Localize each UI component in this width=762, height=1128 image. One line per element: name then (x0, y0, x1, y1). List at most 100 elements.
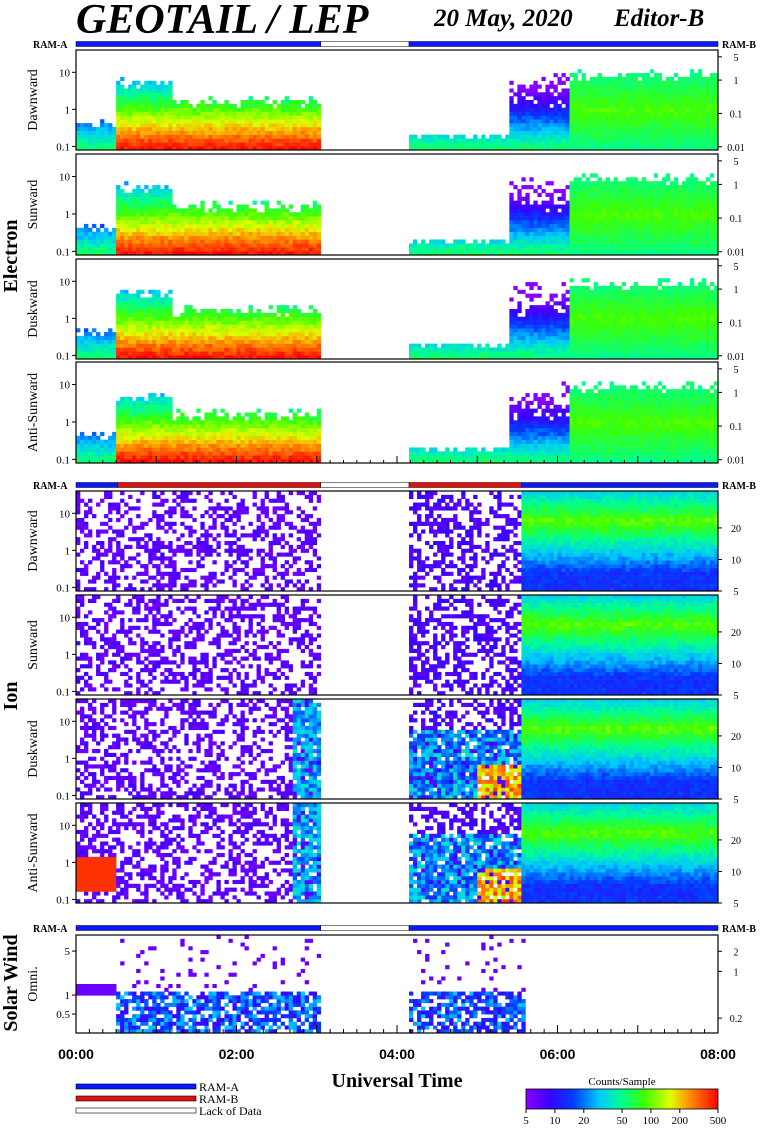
ram-bar-electron-0 (75, 41, 322, 47)
panel-ion-duskward: 10 1 0.1 20 10 5 Duskward (26, 698, 741, 806)
colorbar (525, 1088, 719, 1110)
colorbar-tick-label: 10 (549, 1115, 561, 1127)
x-axis: 00:00 02:00 04:00 06:00 08:00 (58, 456, 736, 1062)
x-tick-label: 06:00 (540, 1046, 576, 1062)
spectrogram-cells (76, 803, 719, 904)
ram-bar-ion-4 (521, 482, 719, 488)
ram-legend: RAM-A RAM-B Lack of Data (75, 1080, 262, 1118)
panel-ion-anti-sunward: 10 1 0.1 20 10 5 Anti-Sunward (26, 802, 741, 910)
panel-frame (75, 258, 719, 360)
spectrogram-cells (76, 699, 719, 800)
right-tick-label: 0.01 (727, 143, 745, 154)
right-tick-label: 0.2 (730, 1014, 743, 1025)
panel-label: Anti-Sunward (26, 373, 41, 452)
legend-label-lack-of-data: Lack of Data (199, 1104, 262, 1118)
legend-label-ram-b: RAM-B (199, 1092, 238, 1106)
ram-bar-electron-1 (320, 41, 410, 47)
x-tick-label: 00:00 (58, 1046, 94, 1062)
x-tick-label: 04:00 (379, 1046, 415, 1062)
right-tick-label: 1 (734, 967, 739, 978)
left-tick-label: 10 (59, 612, 71, 624)
spectrogram-cells (76, 935, 526, 1034)
left-tick-label: 1 (65, 857, 71, 869)
left-tick-label: 1 (65, 545, 71, 557)
right-tick-label: 0.1 (730, 422, 743, 433)
left-tick-label: 0.1 (56, 582, 70, 594)
right-tick-label: 20 (731, 628, 741, 639)
right-tick-label: 5 (734, 53, 739, 64)
panel-ion-sunward: 10 1 0.1 20 10 5 Sunward (26, 594, 741, 702)
left-tick-label: 0.1 (56, 894, 70, 906)
panel-ion-dawnward: 10 1 0.1 20 10 5 Dawnward (26, 490, 741, 598)
right-tick-label: 10 (731, 659, 741, 670)
spectrogram-cells (76, 491, 719, 592)
right-tick-label: 10 (731, 867, 741, 878)
panel-label: Sunward (26, 620, 41, 670)
panel-electron-sunward: 10 1 0.1 5 1 0.1 0.01 Sunward (26, 153, 745, 259)
spectrogram-panels: 10 1 0.1 5 1 0.1 0.01 Dawnward 10 1 0.1 5 1 0.1 0.01 Su… (26, 49, 745, 1034)
ram-bar-electron-2 (408, 41, 719, 47)
right-tick-label: 20 (731, 524, 741, 535)
panel-frame (75, 802, 719, 904)
right-tick-label: 5 (734, 262, 739, 273)
main-title: GEOTAIL / LEP (76, 0, 369, 43)
panel-frame (75, 153, 719, 256)
spectrogram-cells (76, 278, 719, 360)
left-tick-label: 5 (65, 946, 71, 958)
right-tick-label: 5 (734, 587, 739, 598)
legend-swatch-ram-a (75, 1083, 197, 1090)
ram-b-label-ion: RAM-B (722, 481, 756, 492)
left-tick-label: 0.1 (56, 141, 70, 153)
left-tick-label: 1 (65, 313, 71, 325)
right-tick-label: 0.1 (730, 214, 743, 225)
ram-b-label-solar-wind: RAM-B (722, 924, 756, 935)
panel-frame (75, 698, 719, 800)
left-tick-label: 1 (65, 753, 71, 765)
left-tick-label: 0.1 (56, 350, 70, 362)
left-tick-label: 1 (65, 417, 71, 429)
spectrogram-cells (76, 173, 719, 256)
editor-label: Editor-B (613, 5, 704, 32)
panel-electron-anti-sunward: 10 1 0.1 5 1 0.1 0.01 Anti-Sunward (26, 361, 745, 467)
right-tick-label: 20 (731, 732, 741, 743)
colorbar-tick-label: 5 (523, 1115, 529, 1127)
right-tick-label: 0.01 (727, 352, 745, 363)
colorbar-tick-label: 50 (617, 1115, 629, 1127)
colorbar-tick-label: 100 (643, 1115, 660, 1127)
panel-label: Duskward (26, 280, 41, 338)
spectrogram-cells (76, 381, 719, 464)
left-tick-label: 10 (59, 716, 71, 728)
colorbar-tick-label: 200 (672, 1115, 689, 1127)
right-tick-label: 5 (734, 691, 739, 702)
legend-swatch-lack-of-data (75, 1107, 197, 1114)
left-tick-label: 10 (59, 172, 71, 184)
left-tick-label: 10 (59, 276, 71, 288)
ram-bar-solar-wind-0 (75, 925, 322, 931)
right-tick-label: 1 (734, 180, 739, 191)
ram-bar-ion-1 (117, 482, 322, 488)
right-tick-label: 1 (734, 285, 739, 296)
left-tick-label: 10 (59, 508, 71, 520)
ram-a-label-ion: RAM-A (33, 481, 68, 492)
right-tick-label: 0.1 (730, 109, 743, 120)
ram-a-label-solar-wind: RAM-A (33, 924, 68, 935)
ram-bar-ion-2 (320, 482, 410, 488)
ram-bar-solar-wind-2 (408, 925, 719, 931)
left-tick-label: 1 (65, 649, 71, 661)
right-tick-label: 20 (731, 836, 741, 847)
legend-label-ram-a: RAM-A (199, 1080, 239, 1094)
left-tick-label: 0.1 (56, 790, 70, 802)
panel-label: Sunward (26, 180, 41, 230)
left-tick-label: 10 (59, 380, 71, 392)
left-tick-label: 0.1 (56, 246, 70, 258)
right-tick-label: 5 (734, 899, 739, 910)
legend-swatch-ram-b (75, 1095, 197, 1102)
panel-electron-duskward: 10 1 0.1 5 1 0.1 0.01 Duskward (26, 258, 745, 363)
left-tick-label: 10 (59, 820, 71, 832)
right-tick-label: 1 (734, 388, 739, 399)
panel-frame (75, 490, 719, 592)
colorbar-ticks: 5 10 20 50 100 200 500 (523, 1109, 727, 1127)
right-tick-label: 10 (731, 763, 741, 774)
spectrogram-cells (76, 595, 719, 696)
panel-frame (75, 594, 719, 696)
